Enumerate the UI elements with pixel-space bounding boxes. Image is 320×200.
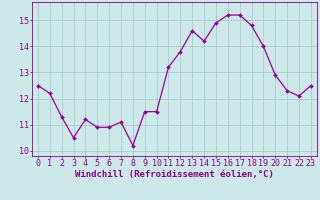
X-axis label: Windchill (Refroidissement éolien,°C): Windchill (Refroidissement éolien,°C) [75, 170, 274, 179]
